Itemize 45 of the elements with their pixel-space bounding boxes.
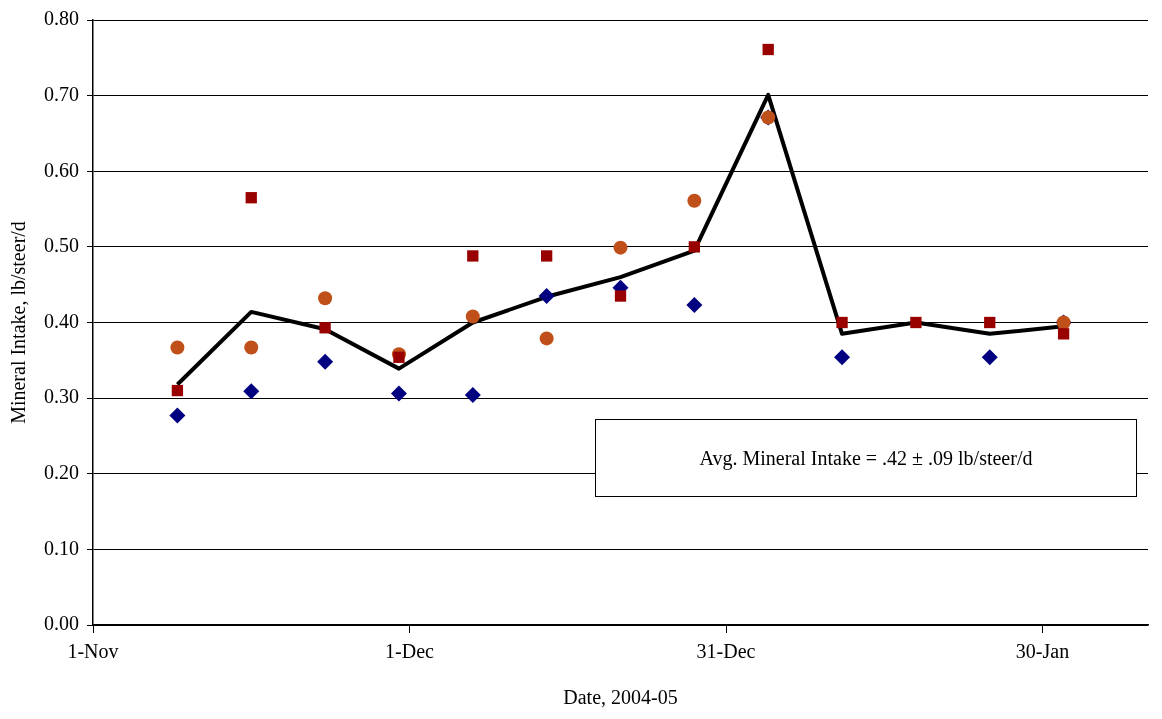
x-tick-label: 1-Nov [67, 640, 119, 663]
y-tick-label: 0.20 [44, 461, 79, 483]
y-tick-label: 0.70 [44, 82, 79, 105]
y-axis-title: Mineral Intake, lb/steer/d [7, 221, 30, 424]
point [688, 241, 701, 253]
y-tick-label: 0.80 [44, 7, 79, 30]
point [171, 384, 184, 397]
point [836, 316, 848, 329]
point [762, 43, 774, 56]
point [834, 349, 851, 366]
y-tick-label: 0.50 [44, 234, 79, 257]
point [613, 240, 628, 255]
y-tick-label: 0.40 [44, 309, 79, 332]
x-axis-title: Date, 2004-05 [563, 686, 678, 709]
point [244, 340, 259, 355]
point [539, 331, 554, 346]
y-tick-label: 0.30 [44, 385, 79, 408]
point [465, 309, 480, 324]
point [319, 322, 331, 334]
point [540, 250, 553, 262]
x-tick-label: 31-Dec [696, 640, 756, 663]
point [1057, 328, 1070, 340]
point [390, 385, 407, 402]
point [464, 387, 481, 404]
point [910, 316, 922, 329]
point [686, 297, 703, 314]
point [614, 290, 627, 302]
y-tick-label: 0.60 [44, 158, 79, 181]
point [981, 349, 998, 366]
note-box: Avg. Mineral Intake = .42 ± .09 lb/steer/d [595, 419, 1137, 497]
point [984, 316, 996, 329]
point [467, 250, 479, 262]
point [318, 291, 333, 306]
y-tick-label: 0.00 [44, 612, 79, 635]
x-tick-label: 30-Jan [1015, 640, 1070, 663]
y-tick-label: 0.10 [44, 536, 79, 559]
x-tick-label: 1-Dec [385, 640, 435, 663]
point [538, 288, 555, 305]
point [245, 192, 257, 204]
point [393, 351, 405, 363]
point [317, 353, 334, 370]
point [687, 193, 702, 208]
point [243, 383, 260, 400]
point [169, 407, 186, 424]
point [170, 340, 185, 355]
